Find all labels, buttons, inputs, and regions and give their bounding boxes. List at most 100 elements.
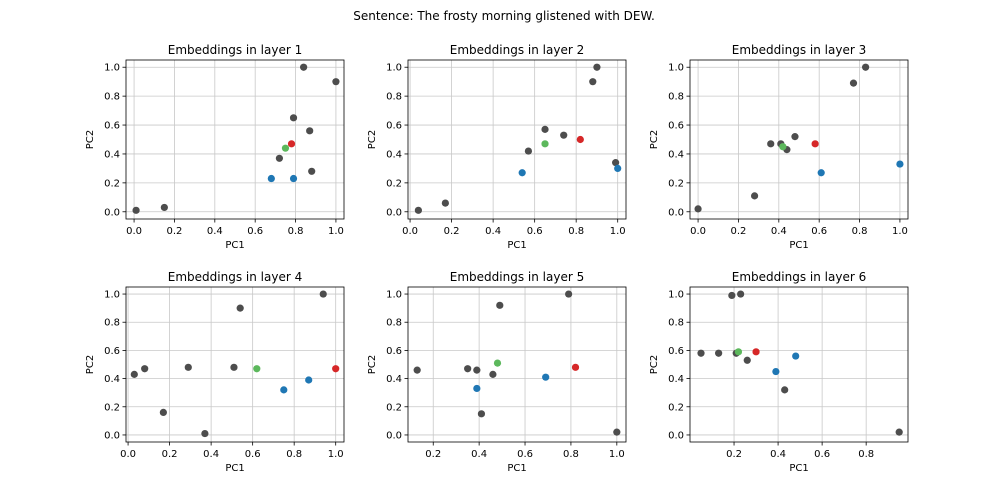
scatter-point-other (414, 367, 421, 374)
scatter-point-other (862, 64, 869, 71)
subplot-layer-2: 0.0 0.2 0.4 0.6 0.8 1.0 0.0 0.2 0.4 0.6 0.8 1.0 Embe… (367, 43, 626, 251)
y-tick-label: 1.0 (668, 63, 684, 74)
y-tick-label: 0.0 (386, 207, 402, 218)
scatter-point-other (589, 78, 596, 85)
axes-frame (408, 287, 626, 442)
x-axis-label: PC1 (507, 463, 526, 474)
scatter-point-other (744, 357, 751, 364)
scatter-point-other (496, 302, 503, 309)
y-tick-label: 0.0 (104, 430, 120, 441)
y-tick-label: 0.8 (386, 318, 402, 329)
y-tick-label: 0.2 (668, 402, 684, 413)
scatter-point-green (541, 140, 548, 147)
x-tick-label: 0.2 (162, 449, 178, 460)
scatter-point-red (288, 140, 295, 147)
y-tick-label: 0.2 (386, 402, 402, 413)
x-tick-label: 0.2 (425, 449, 441, 460)
scatter-point-other (896, 429, 903, 436)
y-tick-label: 0.4 (104, 149, 120, 160)
scatter-point-other (560, 132, 567, 139)
scatter-point-other (593, 64, 600, 71)
x-axis-label: PC1 (507, 240, 526, 251)
x-tick-label: 0.2 (444, 226, 460, 237)
x-tick-label: 0.0 (690, 226, 706, 237)
y-tick-label: 0.4 (104, 374, 120, 385)
scatter-point-other (415, 207, 422, 214)
x-tick-label: 0.2 (726, 449, 742, 460)
axes-frame (690, 60, 908, 219)
x-tick-label: 0.0 (126, 226, 142, 237)
x-tick-label: 0.4 (770, 449, 786, 460)
y-tick-label: 0.6 (386, 121, 402, 132)
scatter-point-other (161, 204, 168, 211)
scatter-point-other (442, 200, 449, 207)
subplot-layer-6: 0.2 0.4 0.6 0.8 0.0 0.2 0.4 0.6 0.8 1.0 Embeddings… (649, 270, 908, 474)
y-axis-label: PC2 (85, 130, 96, 149)
x-tick-label: 0.8 (288, 226, 304, 237)
scatter-point-other (767, 140, 774, 147)
scatter-point-green (494, 359, 501, 366)
y-tick-label: 0.2 (104, 178, 120, 189)
x-tick-label: 0.4 (485, 226, 501, 237)
scatter-point-blue (305, 376, 312, 383)
subplot-title: Embeddings in layer 1 (168, 43, 302, 57)
subplot-layer-4: 0.0 0.2 0.4 0.6 0.8 1.0 0.0 0.2 0.4 0.6 0.8 1.0 Embe… (85, 270, 344, 474)
x-axis-label: PC1 (789, 463, 808, 474)
scatter-point-other (715, 350, 722, 357)
y-tick-label: 0.8 (104, 92, 120, 103)
scatter-point-other (131, 371, 138, 378)
x-tick-label: 0.8 (858, 449, 874, 460)
scatter-point-red (332, 365, 339, 372)
scatter-point-other (230, 364, 237, 371)
x-tick-label: 0.6 (247, 226, 263, 237)
x-tick-label: 0.6 (517, 449, 533, 460)
subplot-grid: 0.0 0.2 0.4 0.6 0.8 1.0 0.0 0.2 0.4 0.6 0.8 1.0 Embe… (85, 43, 908, 474)
scatter-point-blue (896, 160, 903, 167)
y-tick-label: 0.2 (386, 178, 402, 189)
x-axis-label: PC1 (789, 240, 808, 251)
x-tick-label: 1.0 (609, 449, 625, 460)
y-axis-label: PC2 (649, 355, 660, 374)
x-tick-label: 1.0 (328, 449, 344, 460)
y-tick-label: 0.6 (104, 121, 120, 132)
scatter-point-other (541, 126, 548, 133)
x-tick-label: 0.4 (471, 449, 487, 460)
scatter-point-other (525, 147, 532, 154)
x-tick-label: 0.2 (730, 226, 746, 237)
y-tick-label: 0.4 (386, 149, 402, 160)
subplot-layer-5: 0.2 0.4 0.6 0.8 1.0 0.0 0.2 0.4 0.6 0.8 1.0 Embeddi… (367, 270, 626, 474)
figure-title: Sentence: The frosty morning glistened w… (353, 9, 655, 23)
y-tick-label: 1.0 (386, 290, 402, 301)
scatter-point-blue (542, 374, 549, 381)
x-tick-label: 1.0 (610, 226, 626, 237)
scatter-point-blue (772, 368, 779, 375)
x-tick-label: 0.4 (771, 226, 787, 237)
scatter-point-other (478, 410, 485, 417)
scatter-point-other (464, 365, 471, 372)
x-tick-label: 0.8 (563, 449, 579, 460)
scatter-point-other (160, 409, 167, 416)
x-tick-label: 0.6 (245, 449, 261, 460)
scatter-point-green (253, 365, 260, 372)
x-tick-label: 0.6 (811, 226, 827, 237)
scatter-point-other (565, 290, 572, 297)
y-tick-label: 0.0 (668, 207, 684, 218)
scatter-point-other (132, 207, 139, 214)
y-tick-label: 0.6 (104, 346, 120, 357)
x-axis-label: PC1 (225, 240, 244, 251)
scatter-point-green (282, 145, 289, 152)
scatter-point-other (473, 367, 480, 374)
x-tick-label: 0.6 (814, 449, 830, 460)
scatter-point-blue (473, 385, 480, 392)
scatter-point-red (812, 140, 819, 147)
y-tick-label: 1.0 (386, 63, 402, 74)
y-tick-label: 0.6 (386, 346, 402, 357)
scatter-point-green (735, 348, 742, 355)
x-tick-label: 0.4 (203, 449, 219, 460)
y-axis-label: PC2 (367, 355, 378, 374)
x-tick-label: 0.8 (852, 226, 868, 237)
subplot-title: Embeddings in layer 6 (732, 270, 866, 284)
scatter-point-other (320, 290, 327, 297)
y-tick-label: 0.2 (104, 402, 120, 413)
